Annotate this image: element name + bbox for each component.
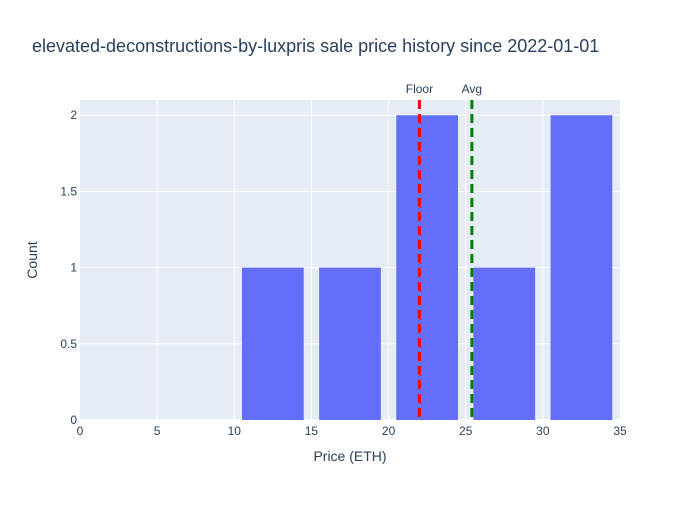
bars (242, 115, 613, 420)
x-tick-label: 15 (305, 424, 319, 438)
histogram-bar[interactable] (550, 115, 613, 420)
x-tick-label: 5 (154, 424, 161, 438)
x-tick-label: 30 (536, 424, 550, 438)
histogram-bar[interactable] (319, 267, 381, 420)
y-tick-label: 1.5 (60, 184, 77, 198)
histogram-bar[interactable] (396, 115, 458, 420)
x-tick-label: 20 (382, 424, 396, 438)
y-axis-label: Count (24, 241, 40, 278)
reference-label-avg: Avg (462, 82, 482, 96)
y-axis-ticks: 0 0.5 1 1.5 2 (60, 108, 77, 427)
y-tick-label: 1 (70, 261, 77, 275)
reference-label-floor: Floor (406, 82, 433, 96)
x-tick-label: 35 (613, 424, 627, 438)
x-axis-ticks: 0 5 10 15 20 25 30 35 (77, 424, 627, 438)
reference-lines: Floor Avg (406, 82, 482, 420)
chart-title: elevated-deconstructions-by-luxpris sale… (32, 36, 599, 56)
y-tick-label: 2 (70, 108, 77, 122)
x-tick-label: 10 (228, 424, 242, 438)
x-tick-label: 25 (459, 424, 473, 438)
histogram-bar[interactable] (242, 267, 304, 420)
y-tick-label: 0.5 (60, 337, 77, 351)
histogram-bar[interactable] (473, 267, 536, 420)
x-tick-label: 0 (77, 424, 84, 438)
y-tick-label: 0 (70, 413, 77, 427)
x-axis-label: Price (ETH) (313, 448, 386, 464)
